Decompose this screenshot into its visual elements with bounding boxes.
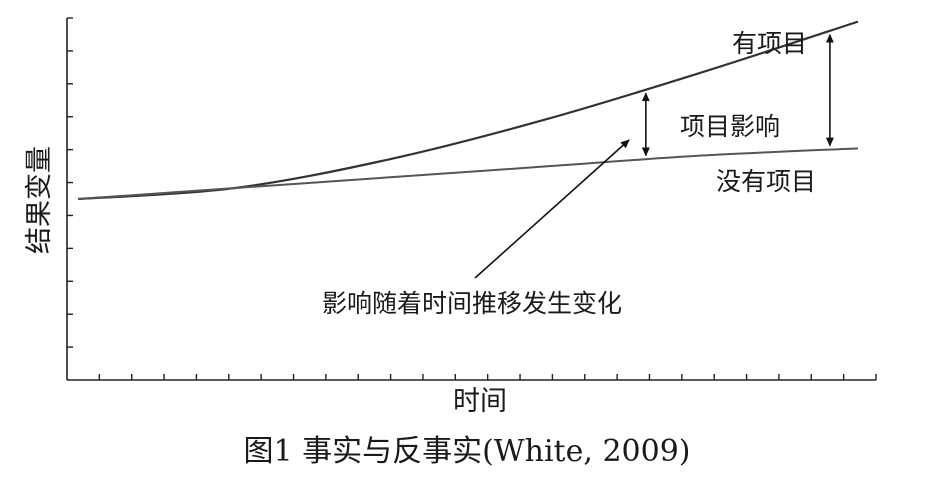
series-label-with-project: 有项目 bbox=[732, 29, 807, 58]
annotation-project-impact: 项目影响 bbox=[680, 112, 780, 141]
annotation-impact-over-time: 影响随着时间推移发生变化 bbox=[322, 289, 622, 318]
series-line-without-project bbox=[77, 147, 859, 200]
x-ticks bbox=[98, 374, 877, 380]
annotation-arrow bbox=[474, 139, 630, 279]
series-label-without-project: 没有项目 bbox=[716, 167, 816, 196]
y-axis-label: 结果变量 bbox=[24, 146, 55, 254]
chart: 有项目 没有项目 项目影响 影响随着时间推移发生变化 时间 结果变量 bbox=[24, 17, 877, 417]
y-ticks bbox=[67, 17, 73, 348]
figure-caption: 图1 事实与反事实(White, 2009) bbox=[243, 434, 691, 469]
x-axis-label: 时间 bbox=[453, 386, 507, 417]
